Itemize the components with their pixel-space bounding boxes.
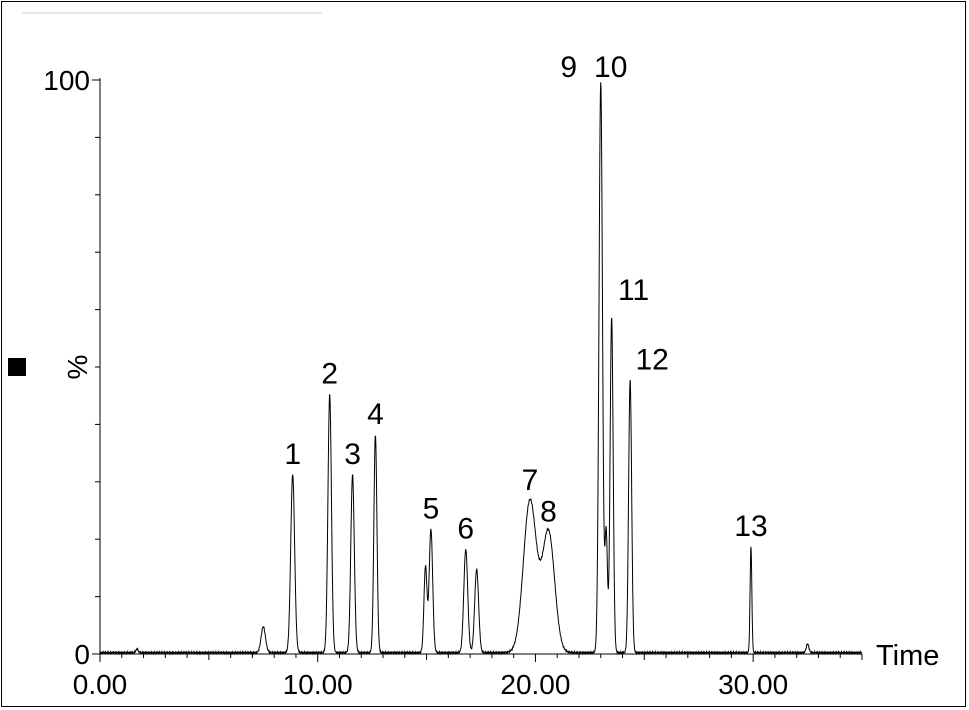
x-tick-label: 30.00 (718, 669, 788, 700)
chromatogram-trace (99, 82, 863, 656)
peak-label: 12 (635, 343, 668, 376)
peak-label: 5 (423, 493, 440, 526)
peak-label: 11 (618, 274, 649, 307)
x-axis-label: Time (876, 640, 939, 672)
peak-label: 6 (457, 513, 474, 546)
axis-ticks (92, 79, 863, 662)
y-axis-label: % (62, 355, 93, 380)
peak-label: 2 (321, 358, 338, 391)
x-tick-label: 0.00 (73, 669, 128, 700)
header-smudge (22, 12, 322, 14)
y-tick-label: 100 (43, 65, 90, 96)
peak-label: 13 (734, 510, 767, 543)
y-tick-label: 0 (74, 639, 90, 670)
peak-label: 8 (540, 495, 557, 528)
peak-label: 3 (344, 438, 361, 471)
axes (99, 78, 862, 655)
peak-label: 10 (594, 51, 627, 84)
peak-label: 9 (560, 51, 577, 84)
axis-labels: 0.00 10.00 20.00 30.00 0 100 Time% (43, 65, 939, 700)
y-axis-marker (8, 358, 26, 376)
peak-label: 7 (522, 464, 539, 497)
peak-label: 1 (284, 438, 301, 471)
x-tick-label: 20.00 (500, 669, 570, 700)
x-tick-label: 10.00 (283, 669, 353, 700)
peak-label: 4 (367, 398, 384, 431)
